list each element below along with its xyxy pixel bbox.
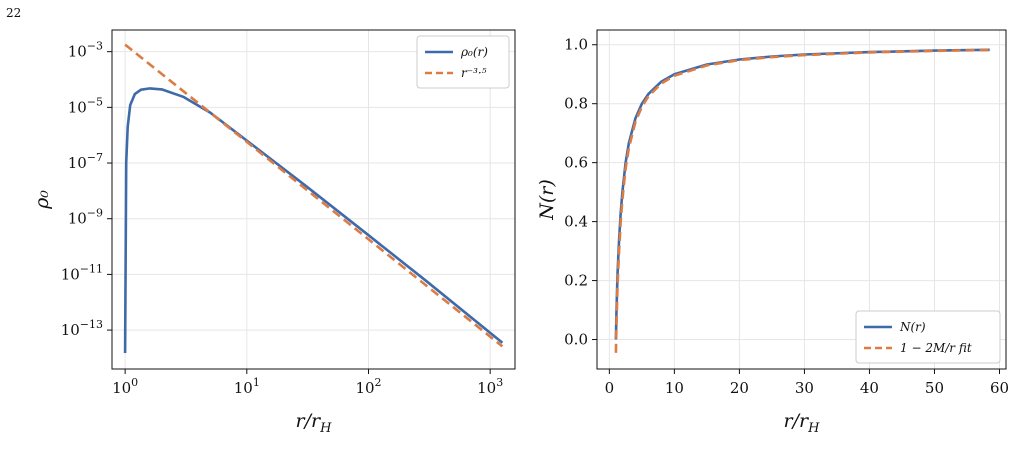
series-line-solid (123, 87, 504, 354)
series-line-dashed (124, 43, 504, 348)
y-axis-label: ρ₀ (31, 190, 53, 210)
x-axis-label: r/rH (296, 410, 333, 436)
y-tick-label: 0.0 (564, 331, 588, 349)
x-tick-label: 101 (234, 376, 260, 397)
y-tick-label: 0.4 (564, 213, 588, 231)
y-tick-label: 10−7 (68, 151, 103, 172)
x-tick-label: 10 (665, 379, 684, 397)
y-tick-label: 10−3 (68, 40, 103, 61)
y-tick-label: 0.6 (564, 154, 588, 172)
plot-frame (596, 29, 1007, 370)
legend-label: 1 − 2M/r fit (900, 341, 972, 355)
y-tick-label: 1.0 (564, 36, 588, 54)
x-tick-label: 102 (355, 376, 381, 397)
x-tick-label: 60 (990, 379, 1009, 397)
x-tick-label: 20 (730, 379, 749, 397)
x-axis-label: r/rH (784, 410, 821, 436)
legend-box (416, 35, 510, 89)
x-tick-label: 50 (925, 379, 944, 397)
y-tick-label: 10−13 (61, 318, 103, 339)
x-tick-label: 0 (605, 379, 615, 397)
x-tick-label: 100 (112, 376, 138, 397)
page-number: 22 (6, 6, 22, 20)
legend-box (855, 310, 1001, 364)
series-line-solid (614, 48, 990, 340)
y-tick-label: 10−5 (68, 95, 103, 116)
legend-label: ρ₀(r) (460, 45, 488, 59)
chart-lapse: 0 10 20 30 40 50 600.00.20.40.60.81.0r/rHN(r)N… (536, 29, 1009, 436)
legend-label: r⁻³·⁵ (461, 66, 487, 80)
legend: N(r) 1 − 2M/r fit (855, 310, 1001, 364)
legend: ρ₀(r) r⁻³·⁵ (416, 35, 510, 89)
x-tick-label: 40 (860, 379, 879, 397)
y-tick-label: 0.8 (564, 95, 588, 113)
x-tick-label: 103 (477, 376, 503, 397)
series-line-dashed (614, 48, 990, 353)
plot-frame (111, 29, 516, 370)
legend-label: N(r) (899, 320, 926, 334)
y-tick-label: 0.2 (564, 272, 588, 290)
y-tick-label: 10−11 (61, 262, 103, 283)
x-tick-label: 30 (795, 379, 814, 397)
y-axis-label: N(r) (536, 179, 558, 221)
y-tick-label: 10−9 (68, 207, 103, 228)
chart-rho0: 100 101 102 103 10−13 10−11 10−9 10−7 10−5 10−3 r/… (31, 29, 516, 436)
